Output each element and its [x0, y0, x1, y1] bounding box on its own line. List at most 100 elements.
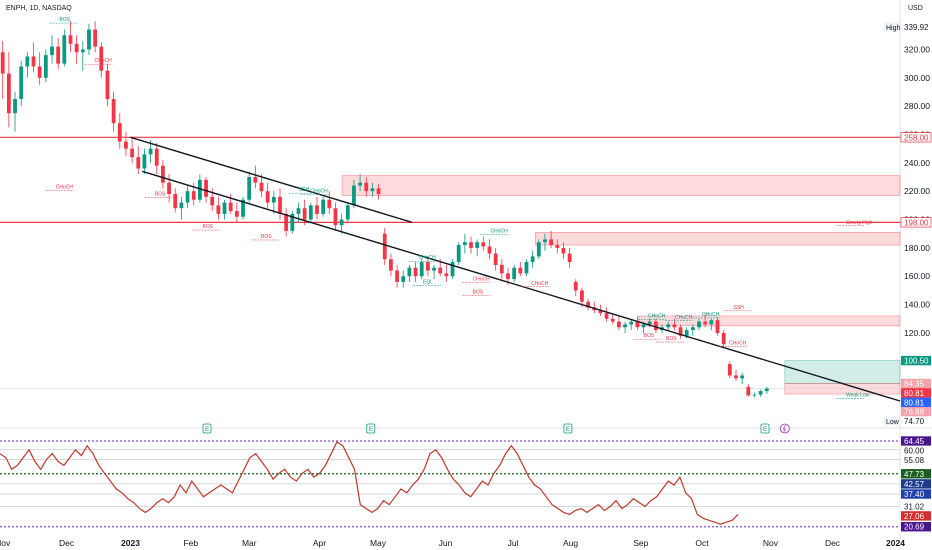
candle-body	[753, 395, 757, 396]
candle-body	[611, 319, 615, 322]
annotation-label: CHoCH	[729, 340, 747, 346]
annotation-label: BOS	[155, 191, 166, 197]
x-tick-label: Jun	[439, 538, 453, 548]
annotation-label: Weak Low	[846, 393, 870, 399]
candle-body	[371, 188, 375, 191]
candle-body	[130, 149, 134, 158]
candle-body	[32, 57, 36, 67]
candle-body	[216, 205, 220, 214]
candle-body	[685, 330, 689, 336]
candle-body	[617, 322, 621, 328]
candle-body	[716, 320, 720, 333]
candle-body	[525, 262, 529, 273]
candle-body	[734, 375, 738, 378]
price-tag-value: 76.88	[904, 408, 925, 417]
x-tick-label: 2023	[121, 538, 140, 548]
candle-body	[500, 265, 504, 274]
price-tag-value: 74.70	[904, 417, 925, 426]
price-tag-value: 80.81	[904, 389, 925, 398]
candle-body	[136, 157, 140, 168]
rsi-tag-3: 47.73	[901, 469, 931, 479]
candle-body	[13, 99, 17, 113]
annotation-label: EQL	[423, 279, 433, 285]
annotation-label: CHoCH	[702, 312, 720, 318]
candle-body	[512, 268, 516, 279]
annotation-label: Strong High	[846, 220, 873, 226]
candle-body	[562, 248, 566, 254]
price-tag-value: 80.81	[904, 398, 925, 407]
annotation-label: BOS	[666, 336, 677, 342]
y-tick-label: 280.00	[904, 101, 930, 111]
y-tick-label: 180.00	[904, 243, 930, 253]
annotation-label: BOS	[644, 333, 655, 339]
candle-body	[309, 205, 313, 219]
candle-body	[506, 273, 510, 279]
candle-body	[50, 47, 54, 56]
candle-body	[488, 246, 492, 253]
candle-body	[395, 271, 399, 282]
candle-body	[765, 389, 769, 392]
candle-body	[303, 208, 307, 219]
rsi-tag-5: 37.40	[901, 489, 931, 499]
earnings-letter: E	[566, 426, 571, 433]
rsi-tag-7: 27.06	[901, 511, 931, 521]
candle-body	[186, 191, 190, 202]
dividend-icon	[780, 424, 789, 433]
x-tick-label: Apr	[313, 538, 326, 548]
price-tag-5: 80.81	[901, 388, 931, 398]
candle-body	[389, 259, 393, 270]
rsi-tag-6: 31.02	[901, 502, 931, 512]
annotation-label: CHoCH	[56, 184, 74, 190]
x-tick-label: Jul	[508, 538, 519, 548]
price-tag-value: 339.92	[904, 23, 929, 32]
earnings-marker-3: E	[761, 424, 769, 433]
candle-body	[691, 327, 695, 330]
price-tag-caption: Low	[886, 419, 900, 426]
x-tick-label: Nov	[0, 538, 11, 548]
candle-body	[315, 205, 319, 214]
x-tick-label: Nov	[763, 538, 779, 548]
candle-body	[266, 191, 270, 202]
rsi-tag-value: 55.08	[904, 456, 925, 465]
candle-body	[580, 290, 584, 301]
earnings-letter: E	[763, 426, 768, 433]
x-tick-label: 2024	[886, 538, 905, 548]
y-tick-label: 160.00	[904, 271, 930, 281]
x-tick-label: Dec	[825, 538, 841, 548]
candle-body	[161, 166, 165, 183]
earnings-letter: E	[205, 426, 210, 433]
candle-body	[383, 234, 387, 260]
candle-body	[494, 254, 498, 265]
candle-body	[457, 245, 461, 262]
candle-body	[278, 197, 282, 214]
price-tag-value: 198.00	[904, 218, 929, 227]
candle-body	[740, 375, 744, 378]
candle-body	[75, 44, 79, 53]
candle-body	[420, 262, 424, 276]
price-tag-1: 258.00	[901, 133, 931, 143]
candle-body	[666, 324, 670, 327]
candle-body	[235, 211, 239, 217]
annotation-label: CHoCH	[531, 281, 549, 287]
x-tick-label: Dec	[59, 538, 75, 548]
candle-body	[377, 188, 381, 194]
annotation-label: CHoCH	[648, 313, 666, 319]
annotation-label: CHoCH	[311, 189, 329, 195]
candle-body	[321, 200, 325, 214]
rsi-tag-2: 55.08	[901, 455, 931, 465]
earnings-marker-1: E	[367, 424, 375, 433]
rsi-tag-0: 64.45	[901, 436, 931, 446]
candle-body	[629, 322, 633, 325]
x-tick-label: Mar	[242, 538, 257, 548]
candle-body	[118, 123, 122, 141]
candle-body	[432, 268, 436, 271]
candle-body	[623, 324, 627, 327]
y-tick-label: 140.00	[904, 300, 930, 310]
price-tag-2: 198.00	[901, 218, 931, 228]
price-tag-4: 84.35	[901, 379, 931, 389]
candle-body	[346, 205, 350, 219]
candle-body	[229, 203, 233, 212]
candle-body	[112, 99, 116, 123]
